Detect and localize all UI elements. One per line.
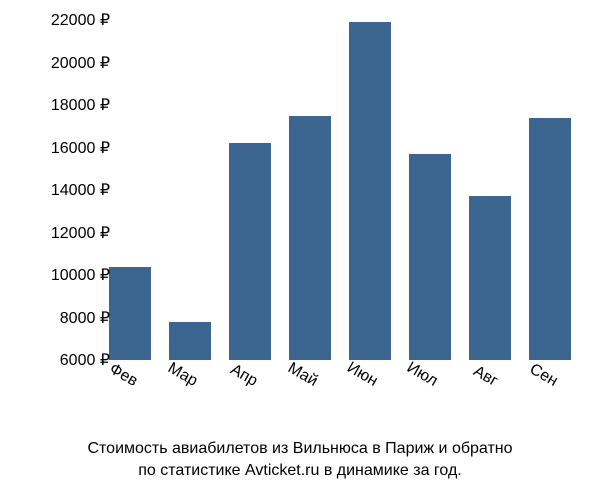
x-tick-label: Сен xyxy=(526,361,560,391)
bar xyxy=(289,116,331,360)
y-tick-label: 8000 ₽ xyxy=(10,308,110,328)
y-tick-label: 6000 ₽ xyxy=(10,350,110,370)
x-tick-label: Авг xyxy=(470,363,501,391)
plot-area xyxy=(100,20,580,360)
y-tick-label: 16000 ₽ xyxy=(10,138,110,158)
caption-line-1: Стоимость авиабилетов из Вильнюса в Пари… xyxy=(0,440,600,458)
x-tick-label: Июл xyxy=(403,359,440,391)
y-tick-label: 22000 ₽ xyxy=(10,10,110,30)
price-chart: 6000 ₽ 8000 ₽ 10000 ₽ 12000 ₽ 14000 ₽ 16000 ₽… xyxy=(0,0,600,500)
bar xyxy=(349,22,391,360)
caption-line-2: по статистике Avticket.ru в динамике за … xyxy=(0,462,600,480)
x-tick-label: Апр xyxy=(227,361,260,391)
y-tick-label: 10000 ₽ xyxy=(10,265,110,285)
bar xyxy=(409,154,451,360)
bar xyxy=(109,267,151,361)
bar xyxy=(529,118,571,360)
y-tick-label: 18000 ₽ xyxy=(10,95,110,115)
bar xyxy=(469,196,511,360)
y-tick-label: 14000 ₽ xyxy=(10,180,110,200)
bar xyxy=(229,143,271,360)
bar xyxy=(169,322,211,360)
y-tick-label: 12000 ₽ xyxy=(10,223,110,243)
x-tick-label: Июн xyxy=(343,359,380,391)
x-tick-label: Фев xyxy=(106,360,141,390)
x-tick-label: Мар xyxy=(164,360,200,391)
x-tick-label: Май xyxy=(284,360,320,391)
y-tick-label: 20000 ₽ xyxy=(10,53,110,73)
